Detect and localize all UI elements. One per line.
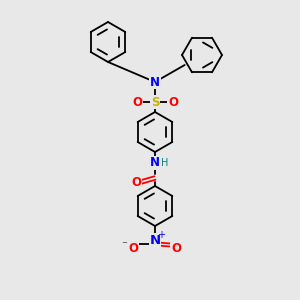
Text: O: O [171,242,181,254]
Text: ⁻: ⁻ [121,240,127,250]
Text: H: H [161,158,169,168]
Text: N: N [150,157,160,169]
Text: O: O [128,242,138,254]
Text: O: O [131,176,141,188]
Text: O: O [168,95,178,109]
Text: N: N [150,76,160,88]
Text: +: + [157,230,165,240]
Text: S: S [151,95,159,109]
Text: O: O [132,95,142,109]
Text: N: N [149,233,161,247]
